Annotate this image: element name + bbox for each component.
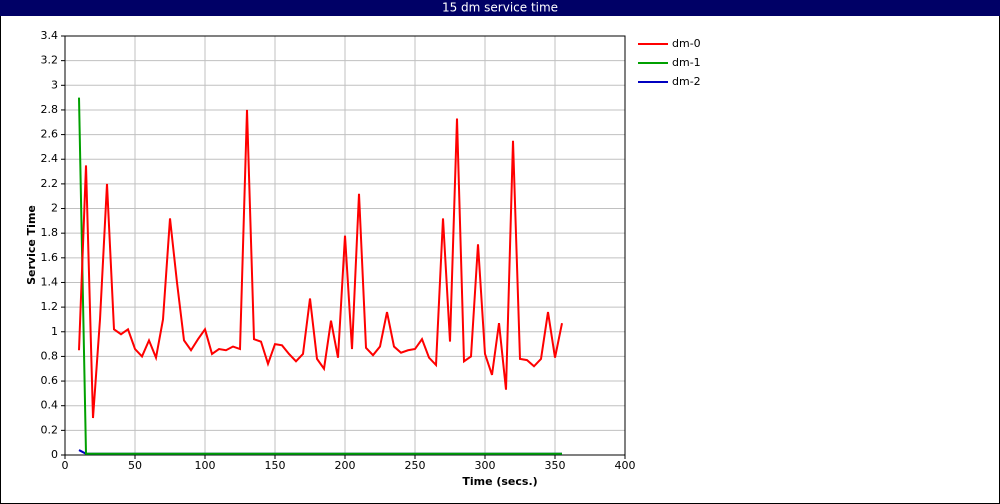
y-tick-label: 0.6 bbox=[41, 374, 59, 387]
x-tick-label: 250 bbox=[405, 459, 426, 472]
legend-label: dm-0 bbox=[672, 37, 701, 50]
chart-title: 15 dm service time bbox=[442, 1, 558, 15]
y-tick-label: 0.4 bbox=[41, 399, 59, 412]
x-tick-label: 300 bbox=[475, 459, 496, 472]
y-tick-label: 3.4 bbox=[41, 29, 59, 42]
x-tick-label: 0 bbox=[62, 459, 69, 472]
y-tick-label: 2.6 bbox=[41, 128, 59, 141]
y-tick-label: 0.8 bbox=[41, 349, 59, 362]
y-tick-label: 0.2 bbox=[41, 423, 59, 436]
y-tick-label: 3 bbox=[51, 78, 58, 91]
y-tick-label: 3.2 bbox=[41, 54, 59, 67]
y-tick-label: 2.2 bbox=[41, 177, 59, 190]
y-tick-label: 1 bbox=[51, 325, 58, 338]
legend-label: dm-1 bbox=[672, 56, 701, 69]
series-line bbox=[78, 109, 563, 419]
x-tick-label: 400 bbox=[615, 459, 636, 472]
x-tick-label: 200 bbox=[335, 459, 356, 472]
legend-label: dm-2 bbox=[672, 75, 701, 88]
plot-border bbox=[64, 35, 626, 456]
y-tick-label: 0 bbox=[51, 448, 58, 461]
y-tick-label: 2.8 bbox=[41, 103, 59, 116]
series-line bbox=[78, 97, 562, 455]
x-tick-label: 350 bbox=[545, 459, 566, 472]
y-tick-label: 2 bbox=[51, 202, 58, 215]
y-tick-label: 1.6 bbox=[41, 251, 59, 264]
x-tick-label: 100 bbox=[195, 459, 216, 472]
x-axis-label: Time (secs.) bbox=[462, 475, 537, 488]
y-tick-label: 1.4 bbox=[41, 275, 59, 288]
y-axis-label: Service Time bbox=[25, 205, 38, 285]
y-tick-label: 2.4 bbox=[41, 152, 59, 165]
y-tick-label: 1.8 bbox=[41, 226, 59, 239]
y-tick-label: 1.2 bbox=[41, 300, 59, 313]
title-bar bbox=[0, 0, 1000, 16]
x-tick-label: 150 bbox=[265, 459, 286, 472]
x-tick-label: 50 bbox=[128, 459, 142, 472]
